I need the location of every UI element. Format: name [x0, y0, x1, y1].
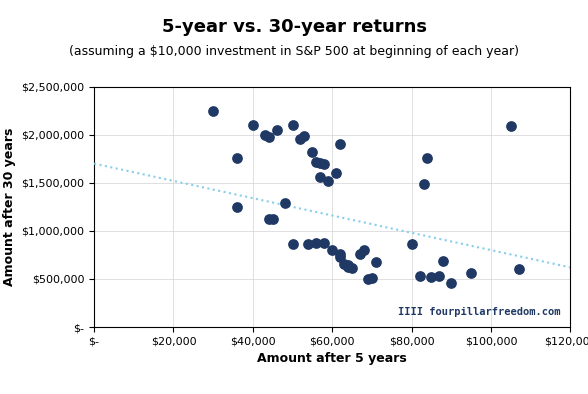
Point: [514, 266, 523, 273]
Point: [447, 280, 456, 286]
Point: [208, 108, 218, 114]
Point: [323, 178, 333, 184]
Text: IIII fourpillarfreedom.com: IIII fourpillarfreedom.com: [398, 307, 561, 318]
Point: [427, 274, 436, 280]
Point: [288, 122, 298, 128]
Point: [439, 258, 448, 264]
Point: [320, 240, 329, 247]
Point: [335, 141, 345, 147]
Point: [343, 264, 353, 271]
Point: [308, 149, 317, 155]
Point: [232, 155, 242, 161]
Point: [355, 251, 365, 257]
Point: [303, 241, 313, 247]
Point: [371, 258, 380, 265]
Point: [272, 127, 281, 133]
X-axis label: Amount after 5 years: Amount after 5 years: [258, 352, 407, 365]
Point: [348, 265, 357, 271]
Point: [312, 240, 321, 247]
Point: [407, 241, 416, 247]
Point: [288, 241, 298, 247]
Point: [260, 132, 269, 138]
Text: 5-year vs. 30-year returns: 5-year vs. 30-year returns: [162, 18, 426, 36]
Point: [264, 216, 273, 223]
Point: [264, 134, 273, 140]
Point: [339, 260, 349, 267]
Point: [316, 174, 325, 180]
Point: [335, 251, 345, 257]
Point: [332, 170, 341, 177]
Y-axis label: Amount after 30 years: Amount after 30 years: [3, 128, 16, 286]
Point: [435, 273, 444, 279]
Point: [415, 273, 425, 279]
Point: [359, 247, 369, 253]
Point: [300, 132, 309, 139]
Point: [419, 180, 428, 187]
Point: [296, 136, 305, 142]
Point: [328, 247, 337, 253]
Text: (assuming a $10,000 investment in S&P 500 at beginning of each year): (assuming a $10,000 investment in S&P 50…: [69, 45, 519, 58]
Point: [506, 123, 516, 129]
Point: [248, 122, 258, 128]
Point: [423, 155, 432, 161]
Point: [367, 275, 377, 281]
Point: [335, 254, 345, 260]
Point: [363, 276, 373, 282]
Point: [232, 204, 242, 210]
Point: [268, 216, 278, 223]
Point: [280, 200, 289, 206]
Point: [343, 261, 353, 268]
Point: [316, 160, 325, 166]
Point: [312, 158, 321, 165]
Point: [466, 270, 476, 276]
Point: [320, 160, 329, 167]
